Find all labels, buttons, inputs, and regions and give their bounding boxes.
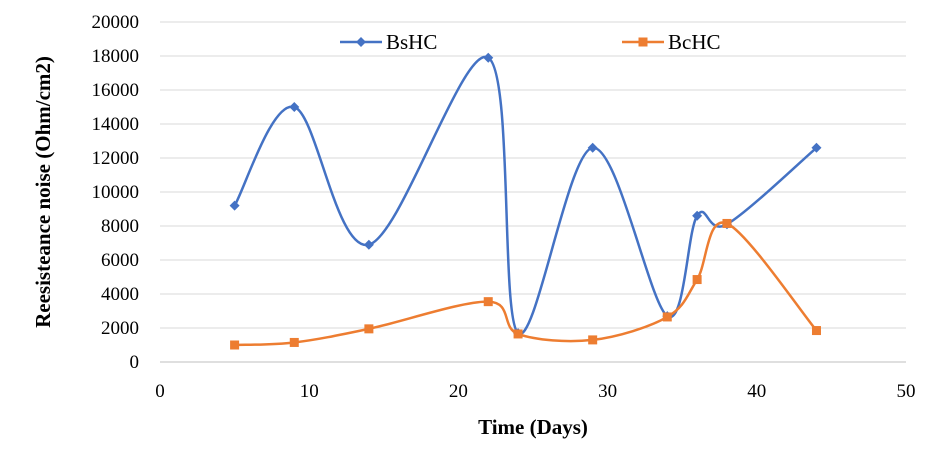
y-tick-label: 10000 [92,182,140,203]
data-point-bchc [811,326,821,336]
data-point-bshc [483,52,494,63]
y-tick-label: 6000 [101,250,139,271]
data-point-bchc [364,324,374,334]
y-axis-title: Reesisteance noise (Ohm/cm2) [31,56,55,328]
series-layer [229,52,822,350]
legend-item-bchc: BcHC [622,30,721,54]
y-tick-label: 4000 [101,284,139,305]
data-point-bshc [587,142,598,153]
y-tick-label: 8000 [101,216,139,237]
data-point-bchc [513,329,523,339]
legend-label-bshc: BsHC [386,30,437,54]
y-tick-label: 20000 [92,12,140,33]
series-bshc [229,52,822,339]
data-point-bchc [722,218,732,228]
x-tick-label: 40 [747,381,766,402]
data-point-bchc [230,340,240,350]
data-point-bshc [289,102,300,112]
y-tick-label: 12000 [92,148,140,169]
y-tick-label: 18000 [92,46,140,67]
legend-label-bchc: BcHC [668,30,721,54]
x-tick-label: 0 [155,381,165,402]
x-axis-title: Time (Days) [478,415,588,439]
series-line-bchc [234,221,818,347]
legend-marker-bshc [356,37,366,47]
legend: BsHC BcHC [340,30,721,54]
data-point-bshc [692,210,703,221]
legend-marker-bchc [638,37,648,47]
y-tick-label: 0 [130,352,140,373]
x-tick-label: 50 [897,381,916,402]
series-line-bshc [233,55,818,335]
data-point-bshc [811,142,822,153]
data-point-bshc [363,239,374,250]
data-point-bchc [289,337,299,347]
gridlines [160,21,906,329]
x-tick-label: 20 [449,381,468,402]
data-point-bchc [692,275,702,285]
y-tick-label: 14000 [92,114,140,135]
x-tick-label: 30 [598,381,617,402]
y-tick-labels: 0 2000 4000 6000 8000 10000 12000 14000 16000 180… [92,12,140,373]
data-point-bchc [662,312,672,322]
x-tick-label: 10 [300,381,319,402]
data-point-bchc [588,335,598,345]
data-point-bchc [483,297,493,307]
y-tick-label: 2000 [101,318,139,339]
data-point-bshc [229,200,240,211]
series-bchc [230,218,821,350]
legend-item-bshc: BsHC [340,30,437,54]
x-tick-labels: 0 10 20 30 40 50 [155,381,915,402]
y-tick-label: 16000 [92,80,140,101]
